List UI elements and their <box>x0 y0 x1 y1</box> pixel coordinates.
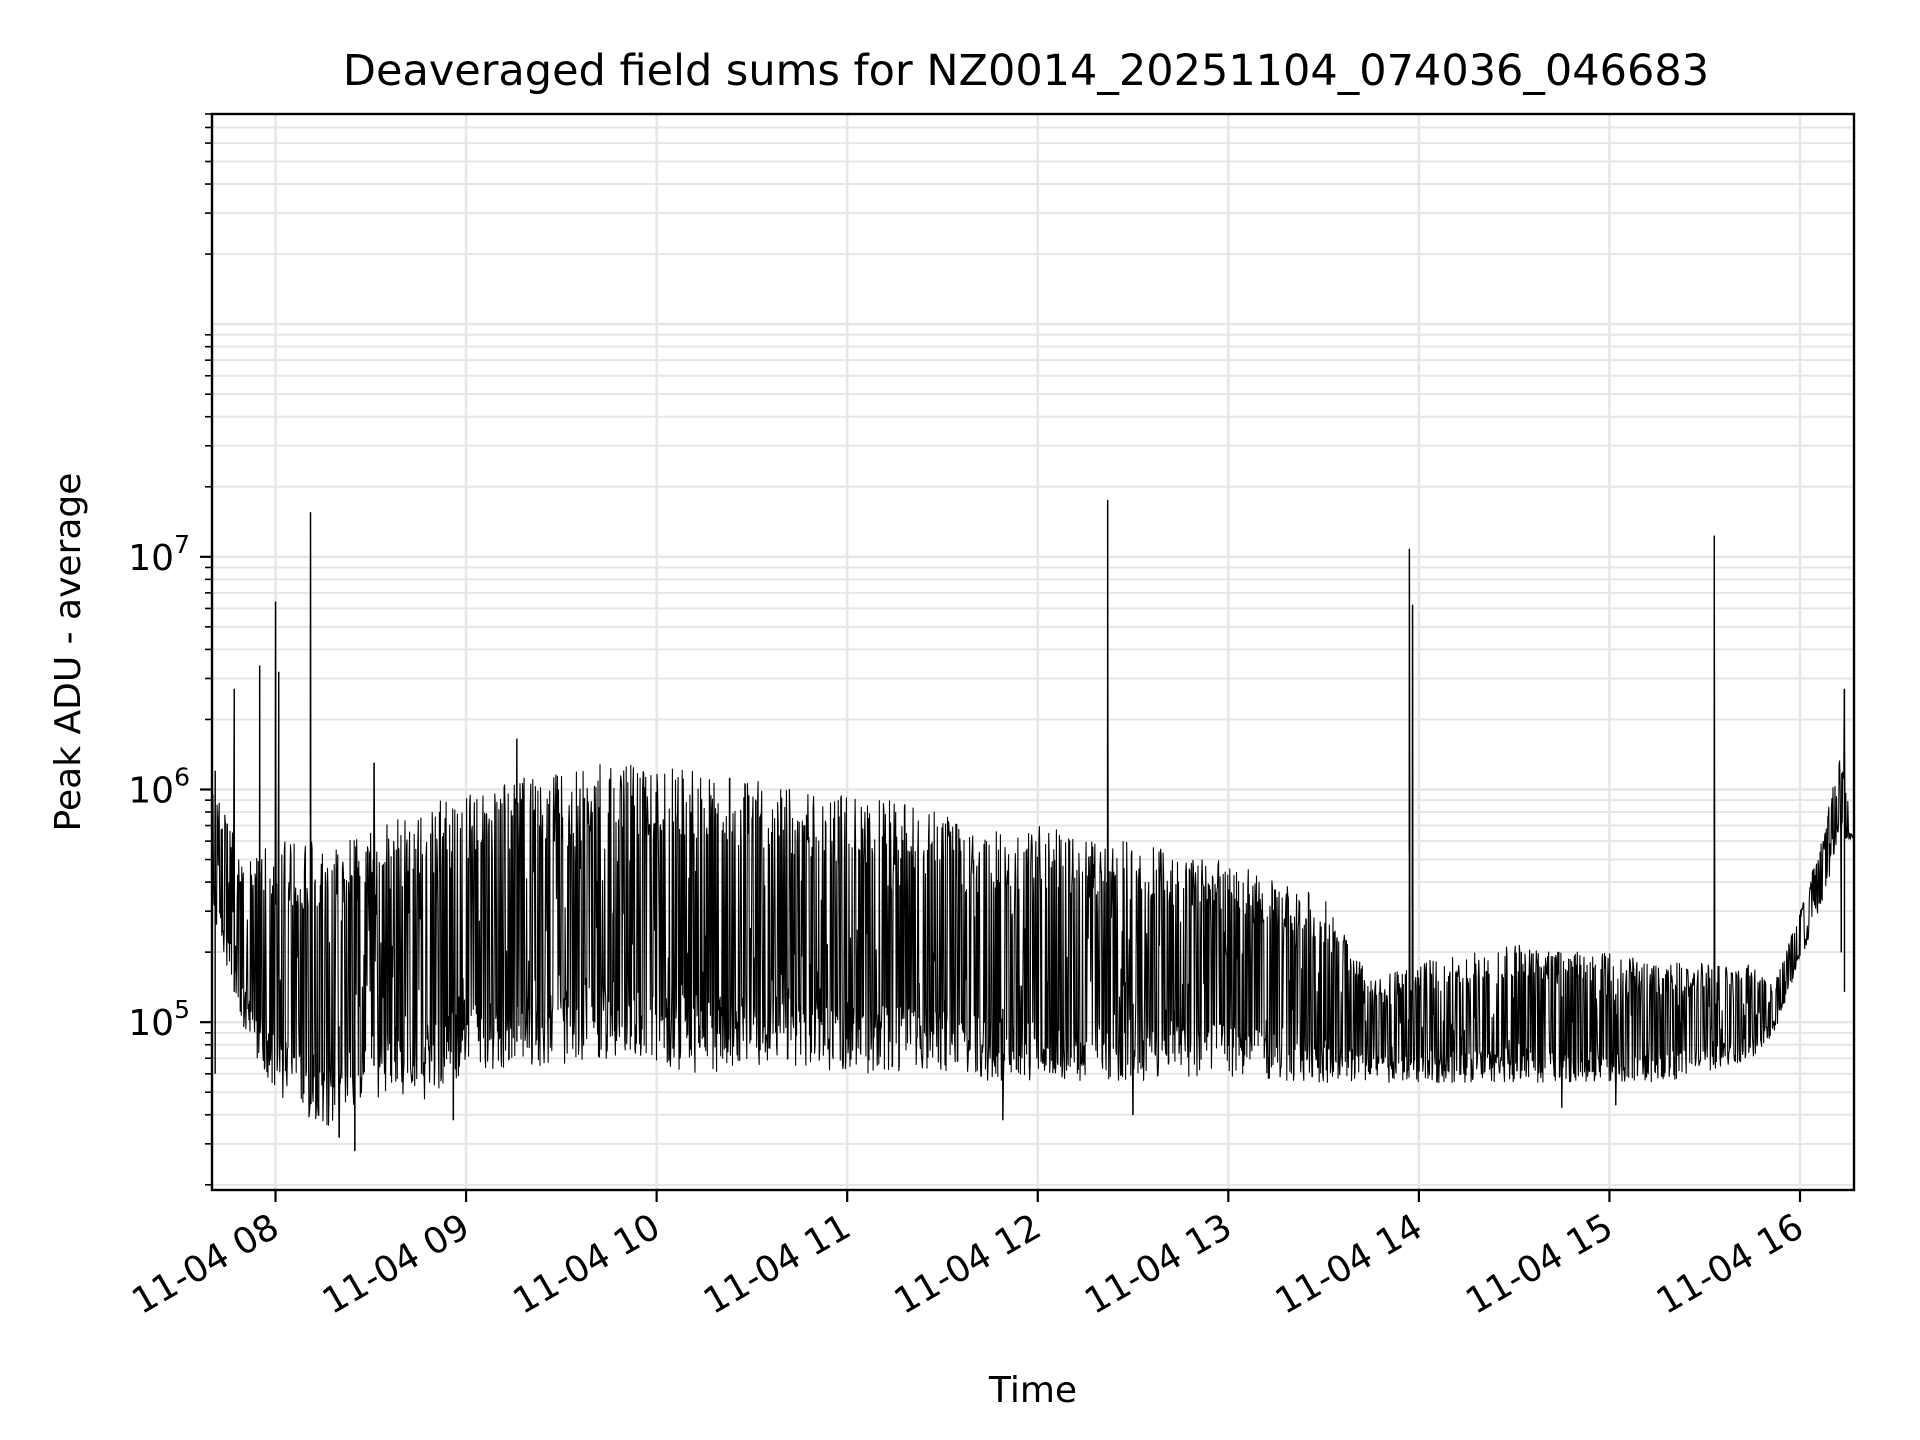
grid-lines <box>212 113 1854 1190</box>
y-axis-label: Peak ADU - average <box>48 473 89 832</box>
plot-frame <box>210 112 1856 1192</box>
y-tick-label: 106 <box>128 762 190 811</box>
y-tick-label: 107 <box>128 530 190 579</box>
chart-title: Deaveraged field sums for NZ0014_2025110… <box>343 46 1709 96</box>
y-axis: 105 106 107 <box>128 113 212 1186</box>
series-line <box>211 499 1855 1152</box>
x-axis-label: Time <box>988 1370 1077 1411</box>
y-tick-label: 105 <box>128 995 190 1044</box>
data-series <box>211 499 1855 1152</box>
